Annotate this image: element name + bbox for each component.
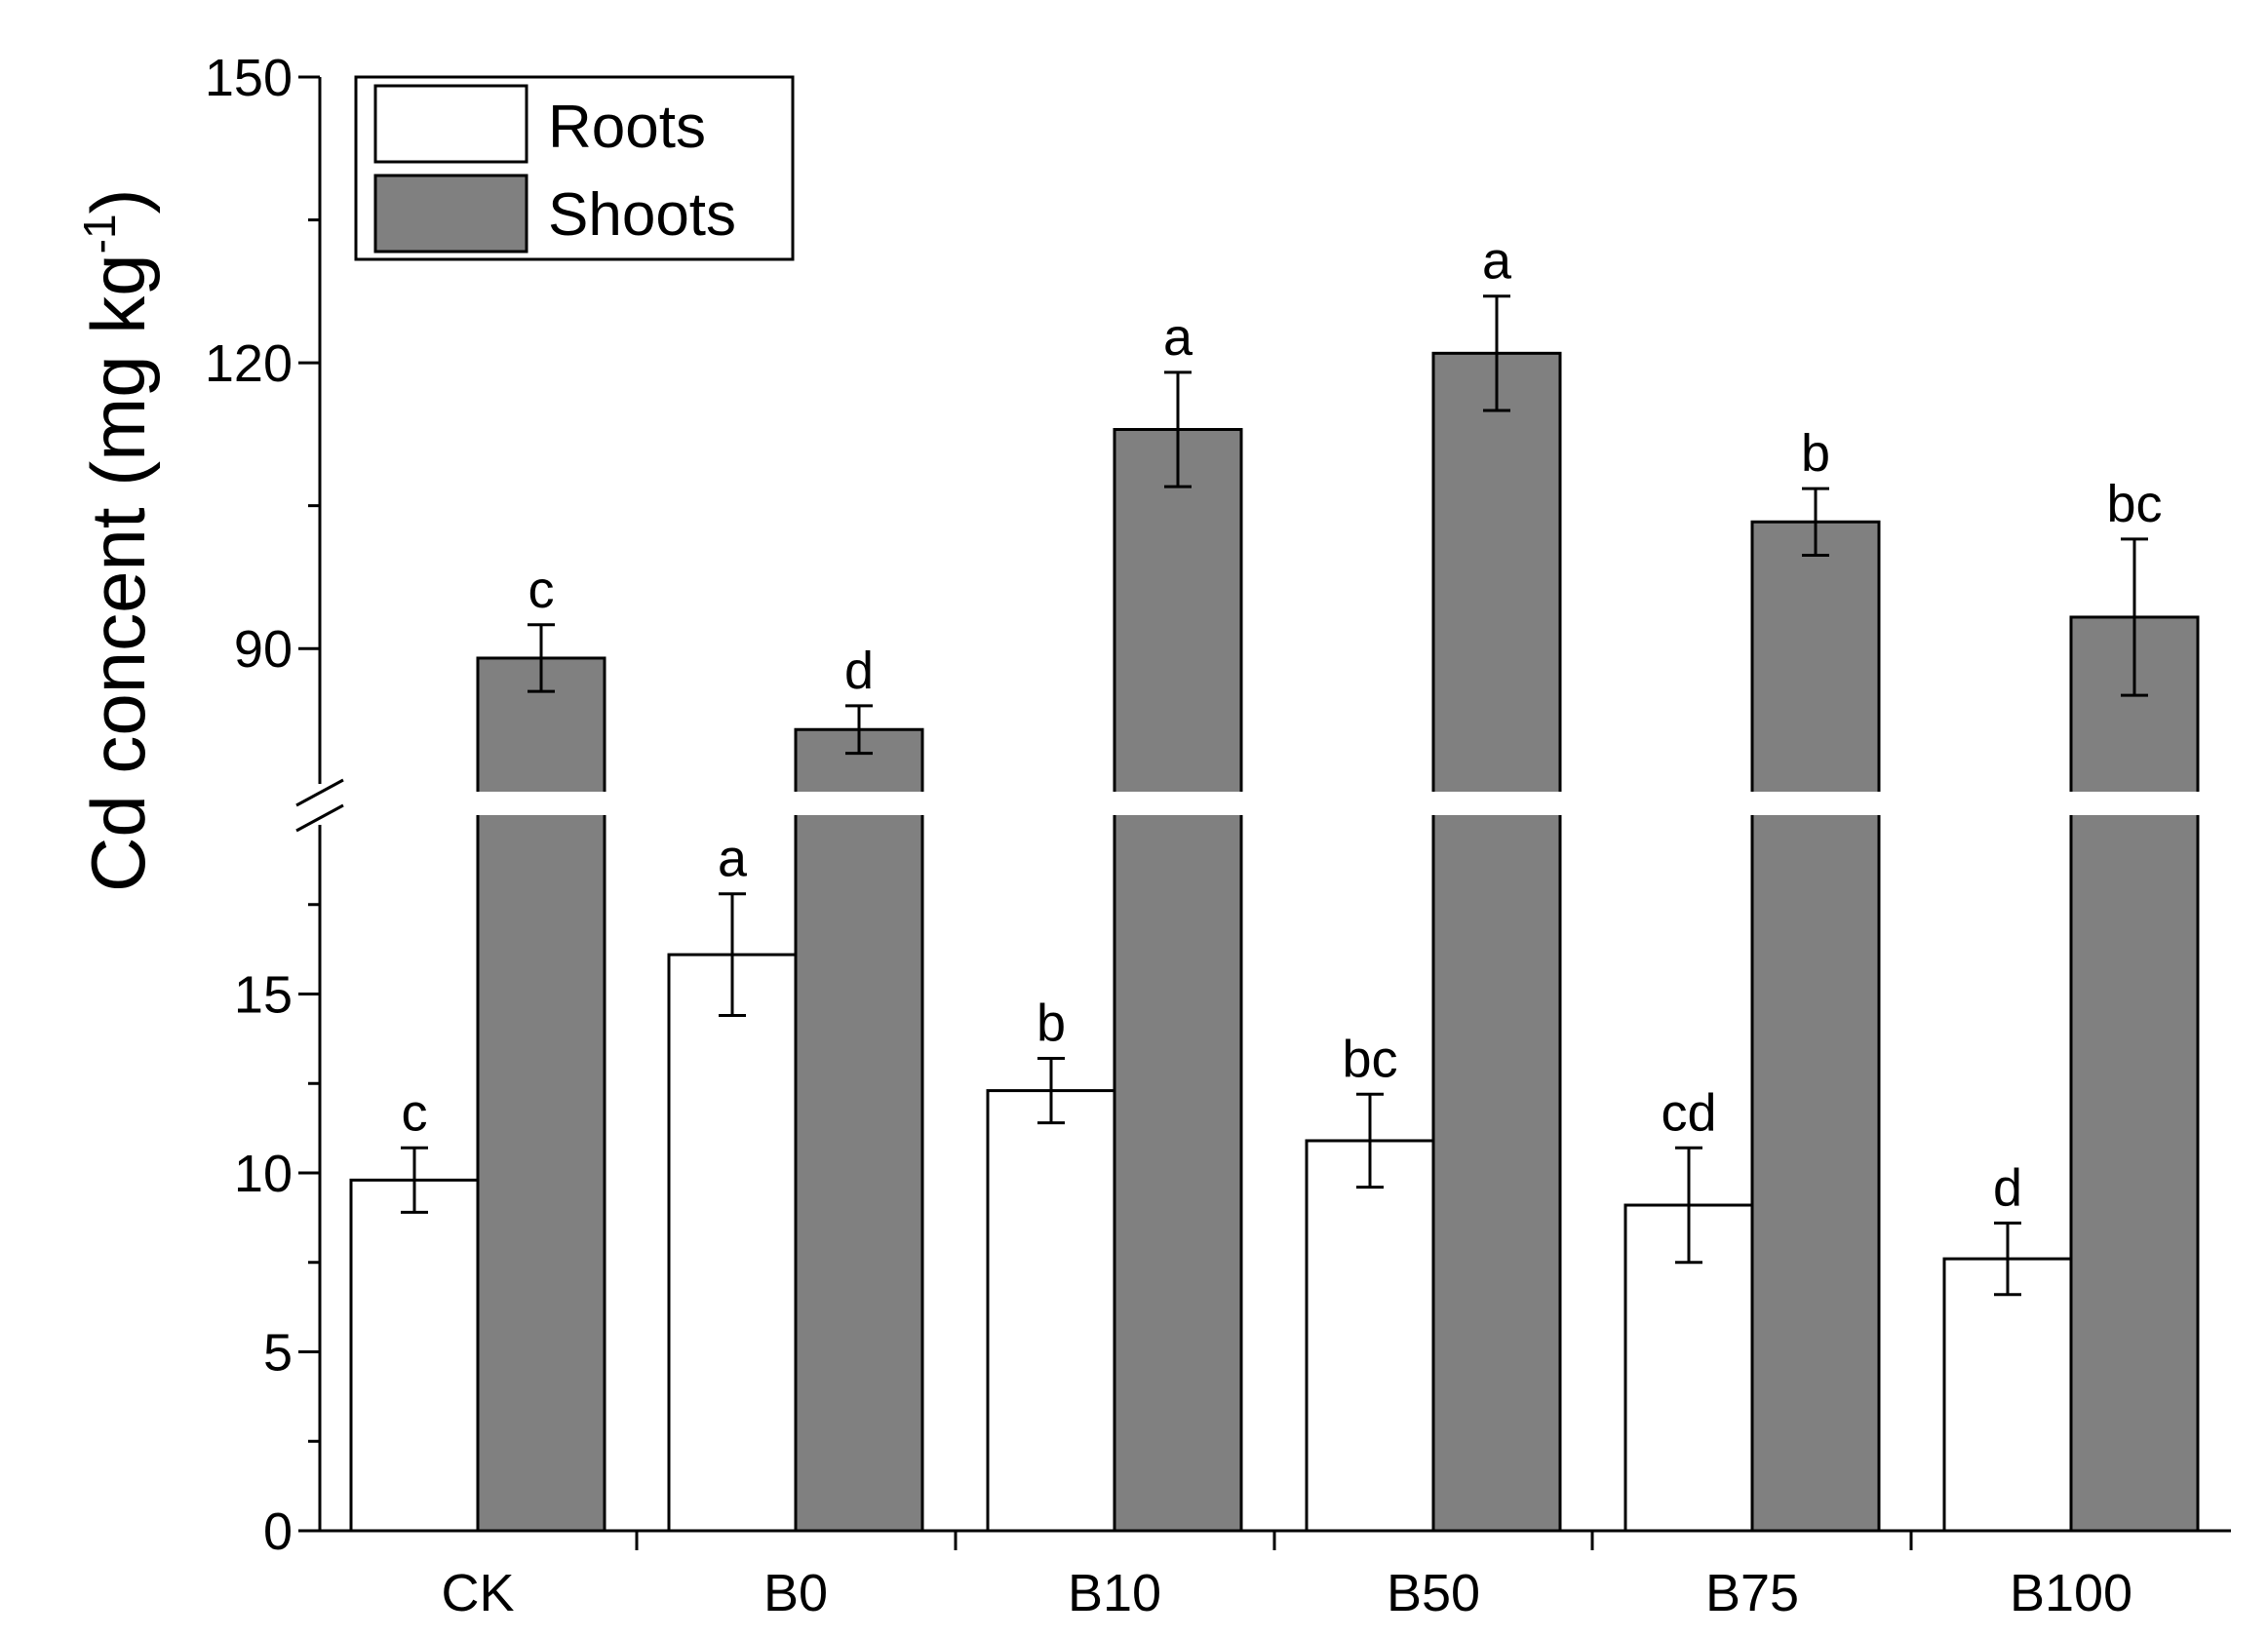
shoots-error-bar-B0 [845, 704, 873, 756]
roots-error-bar-B10 [1037, 1057, 1065, 1125]
roots-error-bar-B0 [719, 892, 746, 1018]
roots-bar-B10 [986, 1089, 1116, 1533]
roots-significance-CK: c [402, 1083, 428, 1142]
roots-bar-B50 [1305, 1139, 1435, 1533]
shoots-significance-B10: a [1163, 308, 1193, 367]
roots-significance-B100: d [1993, 1158, 2022, 1217]
x-tick-label-B100: B100 [2010, 1564, 2132, 1622]
y-axis-label-close: ) [75, 188, 161, 214]
y-axis-label-main: Cd concent (mg kg [75, 254, 161, 892]
y-axis-label-superscript: -1 [74, 214, 125, 254]
shoots-error-bar-B10 [1164, 370, 1192, 488]
roots-error-bar-CK [401, 1146, 428, 1214]
shoots-bar-B50 [1431, 351, 1562, 1533]
shoots-bar-B10 [1113, 427, 1243, 1533]
roots-bar-CK [349, 1178, 480, 1533]
y-tick-label-15: 15 [234, 966, 293, 1025]
y-tick-label-90: 90 [234, 620, 293, 679]
roots-significance-B0: a [718, 830, 748, 888]
y-tick-label-5: 5 [263, 1324, 293, 1383]
y-tick-label-0: 0 [263, 1502, 293, 1561]
roots-error-bar-B50 [1356, 1092, 1384, 1190]
y-tick-label-150: 150 [205, 49, 293, 107]
shoots-bar-B0 [794, 727, 924, 1533]
legend-label-shoots: Shoots [548, 181, 736, 249]
shoots-significance-CK: c [528, 561, 555, 619]
shoots-significance-B0: d [844, 642, 874, 700]
shoots-bar-B100 [2069, 615, 2200, 1533]
legend-swatch-roots [373, 84, 528, 164]
shoots-significance-B50: a [1482, 232, 1512, 291]
axis-break-mark-top [295, 778, 344, 807]
shoots-significance-B100: bc [2106, 475, 2162, 533]
x-tick-label-B10: B10 [1068, 1564, 1161, 1622]
x-tick-label-CK: CK [441, 1564, 514, 1622]
x-tick-label-B0: B0 [763, 1564, 828, 1622]
axis-break-band [322, 792, 2233, 815]
y-axis-label: Cd concent (mg kg-1) [74, 188, 161, 892]
roots-error-bar-B75 [1675, 1146, 1702, 1265]
roots-bar-B0 [667, 953, 798, 1533]
legend: Roots Shoots [354, 75, 795, 261]
shoots-bar-CK [476, 656, 606, 1533]
roots-error-bar-B100 [1994, 1221, 2021, 1297]
legend-swatch-shoots [373, 174, 528, 254]
roots-significance-B50: bc [1342, 1030, 1397, 1088]
x-tick-label-B75: B75 [1705, 1564, 1799, 1622]
shoots-error-bar-B50 [1483, 294, 1510, 412]
roots-bar-B100 [1942, 1257, 2073, 1533]
shoots-error-bar-CK [528, 623, 555, 693]
shoots-error-bar-B75 [1802, 487, 1829, 557]
x-tick-label-B50: B50 [1387, 1564, 1480, 1622]
shoots-error-bar-B100 [2121, 537, 2148, 697]
roots-significance-B75: cd [1661, 1083, 1716, 1142]
axes-layer [295, 75, 2233, 1550]
y-tick-label-10: 10 [234, 1145, 293, 1203]
y-tick-label-120: 120 [205, 334, 293, 393]
shoots-significance-B75: b [1801, 424, 1830, 483]
axis-break-mark-bottom [295, 803, 344, 833]
roots-significance-B10: b [1036, 994, 1066, 1053]
bars-layer [349, 294, 2200, 1533]
legend-label-roots: Roots [548, 94, 706, 161]
shoots-bar-B75 [1750, 520, 1881, 1533]
